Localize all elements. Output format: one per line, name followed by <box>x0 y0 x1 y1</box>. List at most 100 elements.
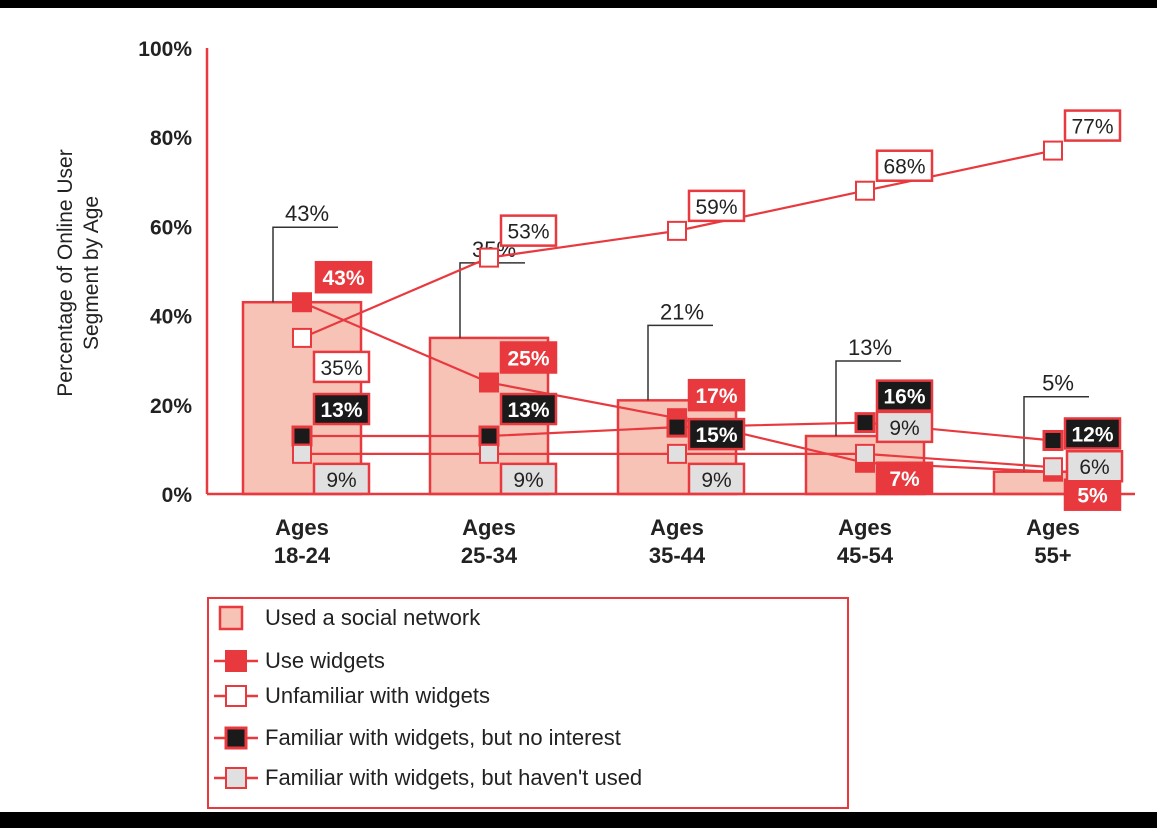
series-3-label-4: 12% <box>1071 423 1113 446</box>
legend-label-4: Familiar with widgets, but haven't used <box>265 765 642 790</box>
bar-label-2: 21% <box>660 299 704 324</box>
series-3-label-3: 16% <box>883 386 925 409</box>
y-axis-title: Percentage of Online User Segment by Age <box>54 149 103 396</box>
bar-label-4: 5% <box>1042 371 1074 396</box>
legend-label-3: Familiar with widgets, but no interest <box>265 725 621 750</box>
series-3-label-2: 15% <box>695 424 737 447</box>
series-2-label-0: 35% <box>320 357 362 380</box>
series-2-label-4: 77% <box>1071 116 1113 139</box>
series-1-label-0: 43% <box>322 267 364 290</box>
series-4-label-0-box <box>312 462 371 496</box>
series-2-point-2 <box>667 220 687 241</box>
series-1-label-4: 5% <box>1077 485 1108 508</box>
series-4-point-2 <box>667 443 687 464</box>
series-4-label-2-box <box>687 462 746 496</box>
x-tick-label-3-b: 45-54 <box>837 543 894 568</box>
legend-label-1: Use widgets <box>265 648 385 673</box>
series-2-label-4-box <box>1063 109 1122 142</box>
series-3-point-1 <box>478 425 500 447</box>
y-tick-label-3: 60% <box>150 216 192 239</box>
chart-svg: 43% 35% 21% 13% 5% 0% 20% 40% 60% 80% 100% Ages 18-… <box>54 38 1135 809</box>
series-4-label-4-box <box>1065 449 1124 483</box>
series-1-label-0-box <box>314 260 373 294</box>
series-4-label-4: 6% <box>1079 456 1109 479</box>
series-2-point-1 <box>479 247 499 268</box>
series-3-label-1-box <box>499 392 558 426</box>
bar-label-3: 13% <box>848 335 892 360</box>
series-1-point-0 <box>292 292 312 313</box>
series-2-label-2-box <box>687 189 746 223</box>
x-tick-label-4-b: 55+ <box>1034 543 1071 568</box>
series-1-label-1-box <box>499 341 558 374</box>
series-1-label-2-box <box>687 378 746 412</box>
series-4-point-0 <box>292 443 312 464</box>
legend-swatch-0 <box>218 605 244 631</box>
series-2-label-2: 59% <box>695 196 737 219</box>
x-tick-label-2-b: 35-44 <box>649 543 706 568</box>
y-tick-label-1: 20% <box>150 395 192 418</box>
x-tick-label-1-b: 25-34 <box>461 543 518 568</box>
series-1-label-3: 7% <box>889 468 920 491</box>
y-axis-title-line2: Segment by Age <box>80 196 103 350</box>
series-3-point-4 <box>1042 429 1064 451</box>
legend-group: Used a social network Use widgets Unfamili… <box>207 597 849 809</box>
y-tick-label-0: 0% <box>162 484 193 507</box>
series-1-label-4-box <box>1063 478 1122 511</box>
series-4-label-0: 9% <box>326 469 356 492</box>
series-3-label-0-box <box>312 392 371 426</box>
x-tick-label-0-a: Ages <box>275 515 329 540</box>
series-2-point-4 <box>1043 140 1063 161</box>
bar-leader-4 <box>1023 395 1089 472</box>
series-2-point-0 <box>292 327 312 348</box>
x-tick-label-1-a: Ages <box>462 515 516 540</box>
legend-marker-2 <box>225 685 247 707</box>
bar-leader-0 <box>272 226 338 303</box>
series-4-label-1-box <box>499 462 558 496</box>
legend-label-0: Used a social network <box>265 605 481 630</box>
x-tick-label-4-a: Ages <box>1026 515 1080 540</box>
x-tick-label-3-a: Ages <box>838 515 892 540</box>
series-1-label-1: 25% <box>507 348 549 371</box>
bar-leader-2 <box>647 324 713 401</box>
y-tick-label-5: 100% <box>138 38 192 61</box>
series-3-label-2-box <box>687 417 746 451</box>
series-4-label-3: 9% <box>889 417 919 440</box>
series-2-label-1-box <box>499 214 558 247</box>
bar-label-0: 43% <box>285 201 329 226</box>
series-2-label-3: 68% <box>883 156 925 179</box>
legend-marker-1 <box>225 650 247 672</box>
x-tick-label-0-b: 18-24 <box>274 543 331 568</box>
x-tick-label-2-a: Ages <box>650 515 704 540</box>
series-3-point-3 <box>854 412 876 434</box>
y-tick-label-4: 80% <box>150 127 192 150</box>
series-3-label-3-box <box>875 379 934 412</box>
series-2-label-0-box <box>312 350 371 384</box>
series-4-point-1 <box>479 443 499 464</box>
series-4-label-3-box <box>875 410 934 444</box>
legend-label-2: Unfamiliar with widgets <box>265 683 490 708</box>
series-1-label-2: 17% <box>695 385 737 408</box>
legend-marker-4 <box>225 767 247 789</box>
series-3-label-4-box <box>1063 417 1122 450</box>
series-3-label-1: 13% <box>507 399 549 422</box>
series-4-point-3 <box>855 443 875 464</box>
y-tick-label-2: 40% <box>150 306 192 329</box>
series-3-point-0 <box>291 425 313 447</box>
series-2-point-3 <box>855 180 875 201</box>
y-axis-title-line1: Percentage of Online User <box>54 149 77 396</box>
legend-frame <box>207 597 849 809</box>
bar-leader-1 <box>459 262 525 338</box>
legend-marker-3 <box>224 726 248 750</box>
series-3-label-0: 13% <box>320 399 362 422</box>
series-4-point-4 <box>1043 457 1063 478</box>
labels-group: 43% 25% 17% 7% 5% 35% 53% 59% 68% 77% 13% 13% 15% 16%… <box>312 109 1124 511</box>
series-2-label-1: 53% <box>507 221 549 244</box>
bar-leader-3 <box>835 360 901 437</box>
series-3-point-2 <box>666 416 688 438</box>
series-1-label-3-box <box>875 461 934 495</box>
series-4-label-2: 9% <box>701 469 731 492</box>
series-2-label-3-box <box>875 149 934 182</box>
series-1-point-1 <box>479 372 499 393</box>
series-4-label-1: 9% <box>513 469 543 492</box>
